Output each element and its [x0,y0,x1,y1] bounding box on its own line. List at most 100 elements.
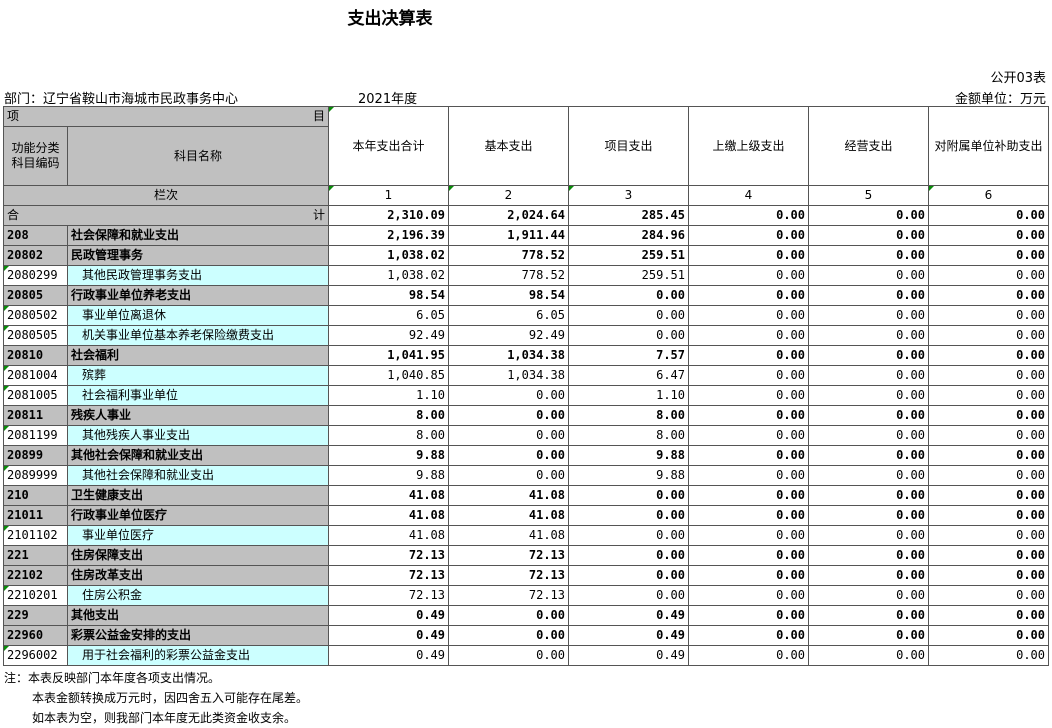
row-value: 7.57 [568,345,689,366]
row-subject-name: 住房保障支出 [67,545,329,566]
row-value: 0.00 [808,505,929,526]
table-row: 20805 行政事业单位养老支出 98.54 98.54 0.00 0.00 0.00 0.0… [3,285,1049,306]
row-subject-name: 行政事业单位养老支出 [67,285,329,306]
row-value: 0.00 [448,405,569,426]
row-value: 0.00 [568,505,689,526]
total-value: 0.00 [808,205,929,226]
table-row: 2296002 用于社会福利的彩票公益金支出 0.49 0.00 0.49 0.00 0.0… [3,645,1049,666]
row-value: 98.54 [328,285,449,306]
row-value: 0.00 [928,265,1049,286]
row-value: 0.00 [688,265,809,286]
row-subject-name: 行政事业单位医疗 [67,505,329,526]
row-value: 0.00 [928,425,1049,446]
row-value: 1,038.02 [328,245,449,266]
row-value: 0.00 [808,425,929,446]
row-value: 0.00 [808,265,929,286]
table-row: 2089999 其他社会保障和就业支出 9.88 0.00 9.88 0.00 0.00 0.… [3,465,1049,486]
row-value: 0.00 [928,285,1049,306]
row-subject-name: 住房改革支出 [67,565,329,586]
row-value: 6.47 [568,365,689,386]
footnote: 如本表为空，则我部门本年度无此类资金收支余。 [32,711,297,725]
row-value: 8.00 [328,425,449,446]
row-value: 0.00 [808,225,929,246]
row-value: 1.10 [568,385,689,406]
subject-name-header: 科目名称 [67,126,329,186]
row-value: 0.00 [928,565,1049,586]
row-value: 0.00 [568,305,689,326]
row-value: 0.00 [808,445,929,466]
row-value: 0.00 [688,405,809,426]
row-subject-name: 其他残疾人事业支出 [67,425,329,446]
row-value: 6.05 [328,305,449,326]
row-value: 8.00 [328,405,449,426]
row-code: 20802 [3,245,68,266]
col-header-6: 对附属单位补助支出 [928,106,1049,186]
row-value: 72.13 [328,585,449,606]
row-value: 0.00 [928,645,1049,666]
table-row: 2081005 社会福利事业单位 1.10 0.00 1.10 0.00 0.00 0.00 [3,385,1049,406]
row-value: 0.00 [448,605,569,626]
row-value: 0.00 [808,625,929,646]
row-value: 0.00 [808,365,929,386]
table-row: 2080505 机关事业单位基本养老保险缴费支出 92.49 92.49 0.00 0.0… [3,325,1049,346]
header-xiang: 项 [7,109,20,123]
header-item-cell: 项 目 [3,106,329,127]
row-value: 41.08 [328,485,449,506]
row-subject-name: 事业单位医疗 [67,525,329,546]
fiscal-year: 2021年度 [358,92,418,107]
row-value: 0.00 [808,285,929,306]
row-value: 41.08 [328,505,449,526]
row-value: 0.00 [928,225,1049,246]
row-value: 0.00 [808,305,929,326]
row-subject-name: 用于社会福利的彩票公益金支出 [67,645,329,666]
row-value: 0.00 [928,525,1049,546]
table-body: 208 社会保障和就业支出 2,196.39 1,911.44 284.96 0.00 0.… [3,225,1049,666]
row-value: 41.08 [448,485,569,506]
col-header-4: 上缴上级支出 [688,106,809,186]
row-code: 2081004 [3,365,68,386]
row-subject-name: 其他社会保障和就业支出 [67,465,329,486]
total-value: 0.00 [688,205,809,226]
total-value: 2,024.64 [448,205,569,226]
row-subject-name: 机关事业单位基本养老保险缴费支出 [67,325,329,346]
table-row: 22102 住房改革支出 72.13 72.13 0.00 0.00 0.00 0.00 [3,565,1049,586]
row-value: 0.00 [448,645,569,666]
row-value: 0.00 [928,445,1049,466]
row-value: 0.00 [928,305,1049,326]
row-code: 21011 [3,505,68,526]
row-value: 8.00 [568,425,689,446]
row-value: 72.13 [328,565,449,586]
row-value: 0.00 [928,505,1049,526]
col-header-2: 基本支出 [448,106,569,186]
row-value: 0.00 [928,485,1049,506]
row-value: 0.00 [808,325,929,346]
table-row: 2080299 其他民政管理事务支出 1,038.02 778.52 259.51 0.0… [3,265,1049,286]
row-value: 0.00 [928,625,1049,646]
row-value: 778.52 [448,245,569,266]
row-value: 0.00 [448,445,569,466]
row-value: 0.49 [568,605,689,626]
row-code: 2296002 [3,645,68,666]
row-code: 2089999 [3,465,68,486]
amount-unit: 金额单位：万元 [954,92,1046,107]
col-num-3: 3 [568,185,689,206]
row-value: 0.49 [328,605,449,626]
row-value: 92.49 [448,325,569,346]
col-header-3: 项目支出 [568,106,689,186]
row-value: 41.08 [448,505,569,526]
row-value: 0.00 [688,525,809,546]
row-subject-name: 社会福利事业单位 [67,385,329,406]
row-value: 0.00 [928,465,1049,486]
row-value: 1,041.95 [328,345,449,366]
row-value: 0.00 [808,545,929,566]
table-row: 2080502 事业单位离退休 6.05 6.05 0.00 0.00 0.00 0.00 [3,305,1049,326]
row-value: 0.00 [568,545,689,566]
row-value: 284.96 [568,225,689,246]
col-num-6: 6 [928,185,1049,206]
department-label: 部门：辽宁省鞍山市海城市民政事务中心 [4,92,239,107]
row-code: 2101102 [3,525,68,546]
row-value: 0.00 [688,425,809,446]
table-row: 221 住房保障支出 72.13 72.13 0.00 0.00 0.00 0.00 [3,545,1049,566]
row-value: 41.08 [328,525,449,546]
table-row: 229 其他支出 0.49 0.00 0.49 0.00 0.00 0.00 [3,605,1049,626]
